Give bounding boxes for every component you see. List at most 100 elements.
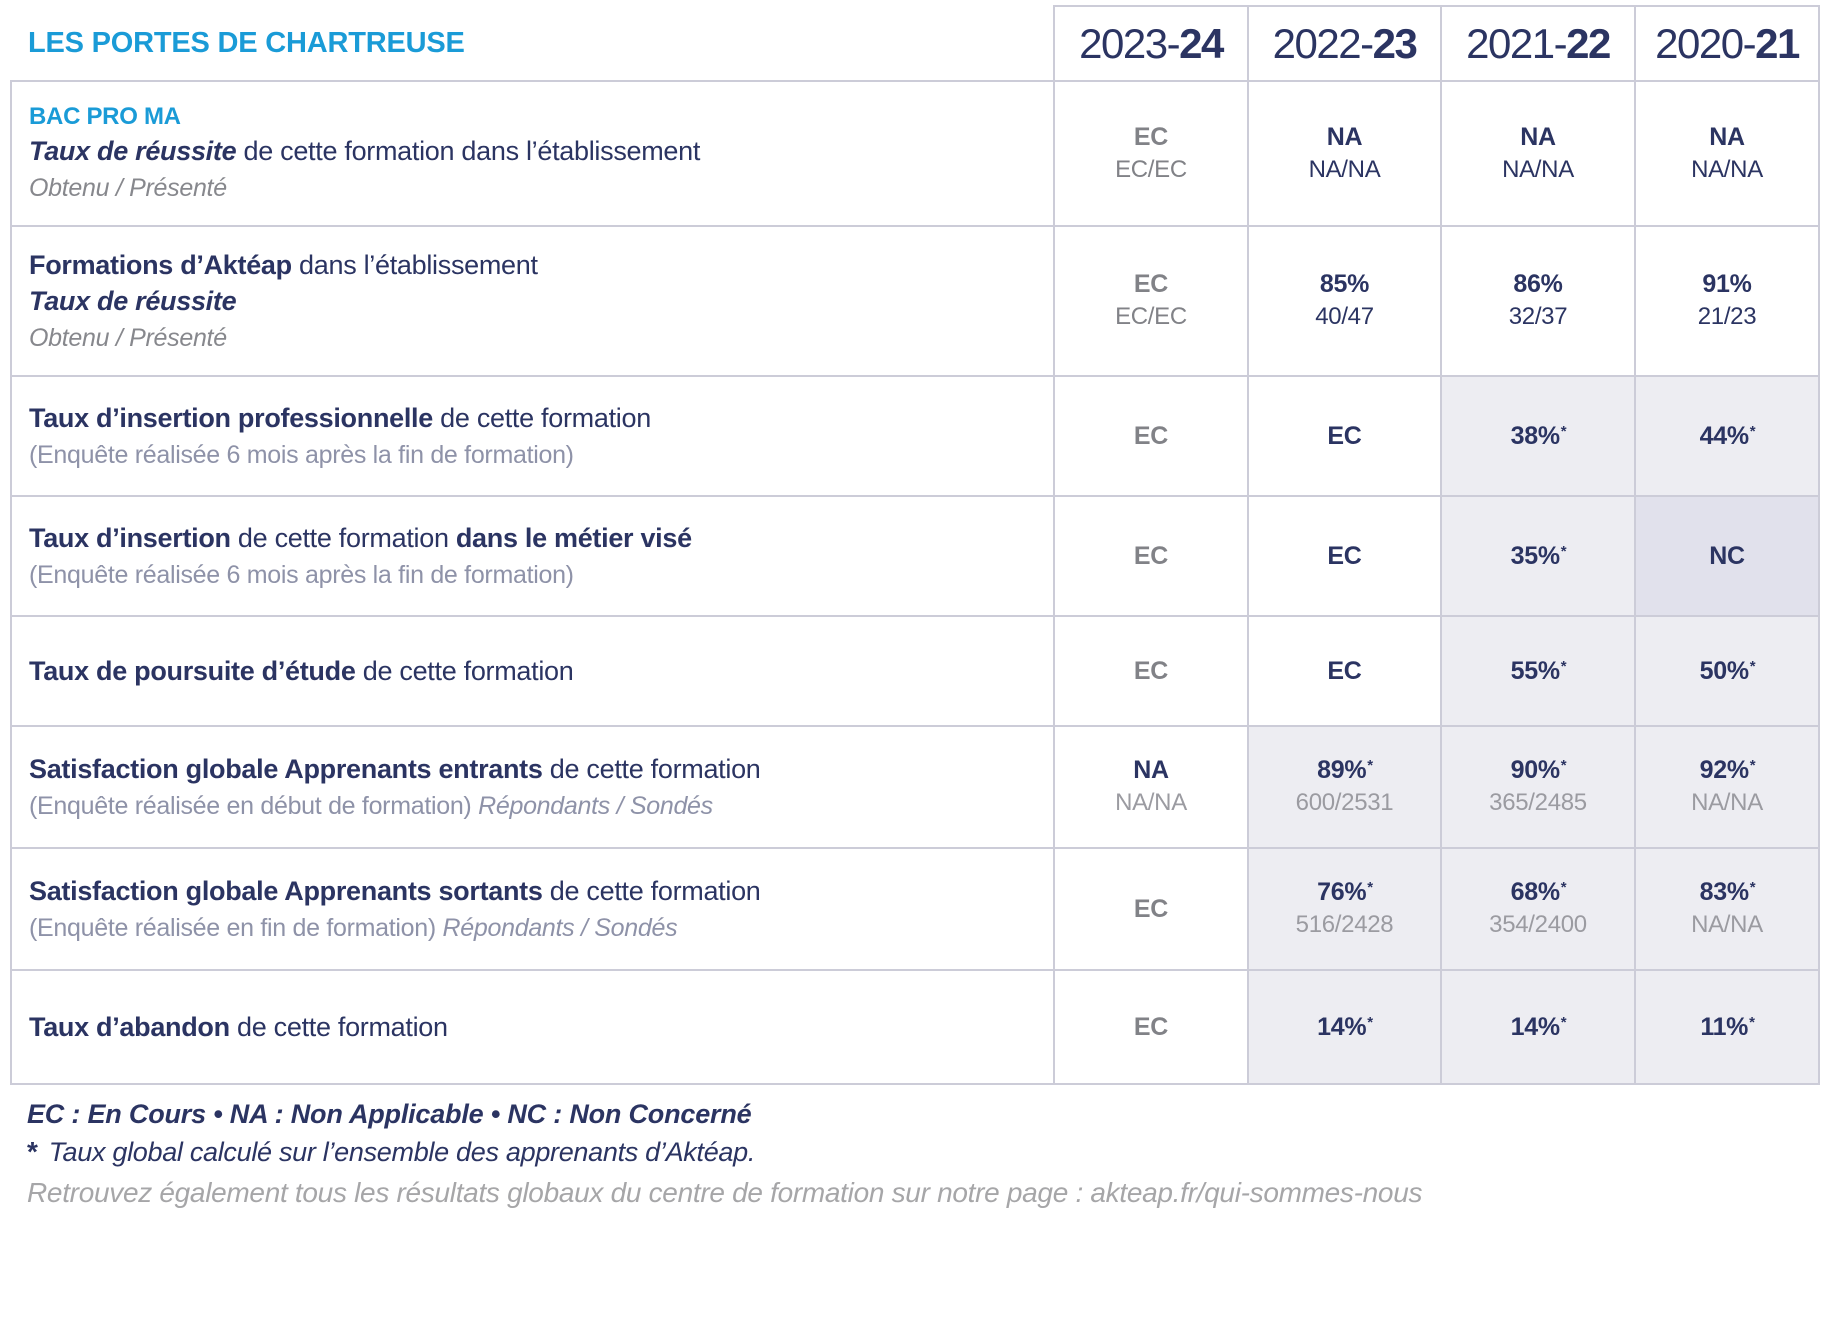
label-segment: de cette formation	[230, 522, 456, 553]
year-header: 2022-23	[1247, 5, 1442, 82]
value-main: EC	[1133, 1013, 1169, 1041]
label-segment: (Enquête réalisée 6 mois après la fin de…	[29, 560, 574, 589]
value-main: 92%*	[1699, 756, 1756, 784]
label-segment: Taux d’insertion	[29, 522, 231, 553]
label-line: (Enquête réalisée en début de formation)…	[29, 787, 1033, 824]
year-bold-text: 22	[1566, 19, 1611, 67]
value-cell: 38%*	[1440, 375, 1636, 497]
value-sub: 354/2400	[1489, 911, 1587, 938]
label-segment: Obtenu / Présenté	[29, 174, 227, 202]
value-main: 14%*	[1317, 1013, 1373, 1041]
value-main: EC	[1133, 122, 1169, 151]
label-line: Satisfaction globale Apprenants sortants…	[29, 873, 1033, 909]
label-segment: Taux d’insertion professionnelle	[29, 402, 433, 433]
year-prefix-text: 2021-	[1466, 19, 1567, 67]
value-cell: 85% 40/47	[1247, 225, 1442, 377]
table-body: BAC PRO MA Taux de réussite de cette form…	[10, 80, 1820, 1085]
label-segment: (Enquête réalisée 6 mois après la fin de…	[29, 440, 574, 469]
label-segment: (Enquête réalisée en fin de formation)	[29, 913, 443, 942]
asterisk-marker: *	[1749, 1014, 1755, 1031]
label-line: (Enquête réalisée en fin de formation) R…	[29, 909, 1033, 946]
table-row: Taux de poursuite d’étude de cette forma…	[10, 615, 1820, 727]
value-cell: 90%* 365/2485	[1440, 725, 1636, 849]
year-header: 2020-21	[1634, 5, 1820, 82]
label-segment: de cette formation	[432, 402, 651, 433]
row-label: Taux de poursuite d’étude de cette forma…	[10, 615, 1055, 727]
year-header: 2021-22	[1440, 5, 1636, 82]
value-cell: EC	[1053, 495, 1249, 617]
value-cell: NA NA/NA	[1053, 725, 1249, 849]
label-segment: Satisfaction globale Apprenants sortants	[29, 875, 543, 906]
value-cell: EC EC/EC	[1053, 225, 1249, 377]
year-header-row: LES PORTES DE CHARTREUSE 2023-24 2022-23 2…	[11, 5, 1820, 82]
label-line: Obtenu / Présenté	[29, 169, 1033, 206]
value-main: 38%*	[1510, 422, 1567, 450]
value-main: EC	[1133, 270, 1169, 298]
value-main: 89%*	[1317, 756, 1373, 784]
label-line: Taux d’abandon de cette formation	[29, 1009, 1033, 1045]
legend-abbreviations: EC : En Cours • NA : Non Applicable • NC…	[27, 1099, 752, 1129]
label-segment: Taux de réussite	[29, 136, 237, 166]
value-main: NC	[1709, 542, 1745, 570]
value-cell: 44%*	[1634, 375, 1820, 497]
label-segment: de cette formation	[229, 1012, 448, 1042]
value-cell: 83%* NA/NA	[1634, 847, 1820, 971]
label-segment: Répondants / Sondés	[442, 913, 678, 942]
label-line: Formations d’Aktéap dans l’établissement	[29, 247, 1033, 283]
footnote-star: * Taux global calculé sur l’ensemble des…	[27, 1133, 1727, 1171]
table-row: BAC PRO MA Taux de réussite de cette form…	[10, 80, 1820, 227]
value-sub: 21/23	[1697, 303, 1757, 330]
value-main: EC	[1327, 657, 1362, 685]
value-cell: EC	[1053, 969, 1249, 1085]
asterisk-marker: *	[1749, 757, 1756, 774]
row-label: Satisfaction globale Apprenants entrants…	[10, 725, 1055, 849]
value-main: EC	[1133, 542, 1169, 570]
row-label: Satisfaction globale Apprenants sortants…	[10, 847, 1055, 971]
value-sub: NA/NA	[1115, 789, 1187, 816]
value-cell: EC EC/EC	[1053, 80, 1249, 227]
asterisk-glyph: *	[27, 1136, 38, 1167]
value-cell: 14%*	[1440, 969, 1636, 1085]
row-tag: BAC PRO MA	[29, 103, 181, 130]
value-sub: 365/2485	[1489, 789, 1587, 816]
label-segment: Obtenu / Présenté	[29, 323, 227, 352]
label-segment: de cette formation	[355, 656, 574, 686]
value-cell: EC	[1247, 615, 1442, 727]
table-row: Taux d’abandon de cette formation EC 14%* 1…	[10, 969, 1820, 1085]
asterisk-marker: *	[1749, 423, 1756, 440]
row-label: Taux d’insertion de cette formation dans…	[10, 495, 1055, 617]
table-row: Taux d’insertion professionnelle de cett…	[10, 375, 1820, 497]
year-prefix-text: 2022-	[1272, 19, 1374, 67]
asterisk-marker: *	[1560, 757, 1567, 774]
value-main: 86%	[1513, 270, 1563, 298]
value-sub: 516/2428	[1295, 911, 1394, 938]
value-cell: 89%* 600/2531	[1247, 725, 1442, 849]
label-line: Taux d’insertion de cette formation dans…	[29, 520, 1033, 556]
label-segment: de cette formation dans l’établissement	[236, 136, 701, 166]
year-prefix-text: 2023-	[1079, 19, 1180, 67]
value-main: 14%*	[1510, 1013, 1567, 1041]
value-main: EC	[1133, 422, 1169, 450]
value-main: EC	[1133, 657, 1169, 685]
value-main: 55%*	[1510, 657, 1567, 685]
asterisk-marker: *	[1560, 1014, 1567, 1031]
asterisk-marker: *	[1367, 1014, 1373, 1031]
value-main: 90%*	[1510, 756, 1567, 784]
label-line: Taux de poursuite d’étude de cette forma…	[29, 653, 1033, 689]
label-line: Obtenu / Présenté	[29, 319, 1033, 356]
table-row: Satisfaction globale Apprenants sortants…	[10, 847, 1820, 971]
value-sub: NA/NA	[1691, 789, 1763, 816]
value-cell: 55%*	[1440, 615, 1636, 727]
year-bold-text: 23	[1372, 19, 1418, 67]
value-main: NA	[1326, 122, 1363, 151]
value-cell: 68%* 354/2400	[1440, 847, 1636, 971]
label-segment: (Enquête réalisée en début de formation)	[29, 791, 479, 820]
asterisk-marker: *	[1560, 423, 1567, 440]
value-sub: NA/NA	[1691, 155, 1763, 183]
value-main: EC	[1327, 542, 1362, 570]
value-main: 35%*	[1510, 542, 1567, 570]
footnote-link: Retrouvez également tous les résultats g…	[27, 1177, 1423, 1208]
label-segment: dans l’établissement	[291, 249, 538, 280]
value-cell: EC	[1053, 847, 1249, 971]
value-cell: NA NA/NA	[1440, 80, 1636, 227]
